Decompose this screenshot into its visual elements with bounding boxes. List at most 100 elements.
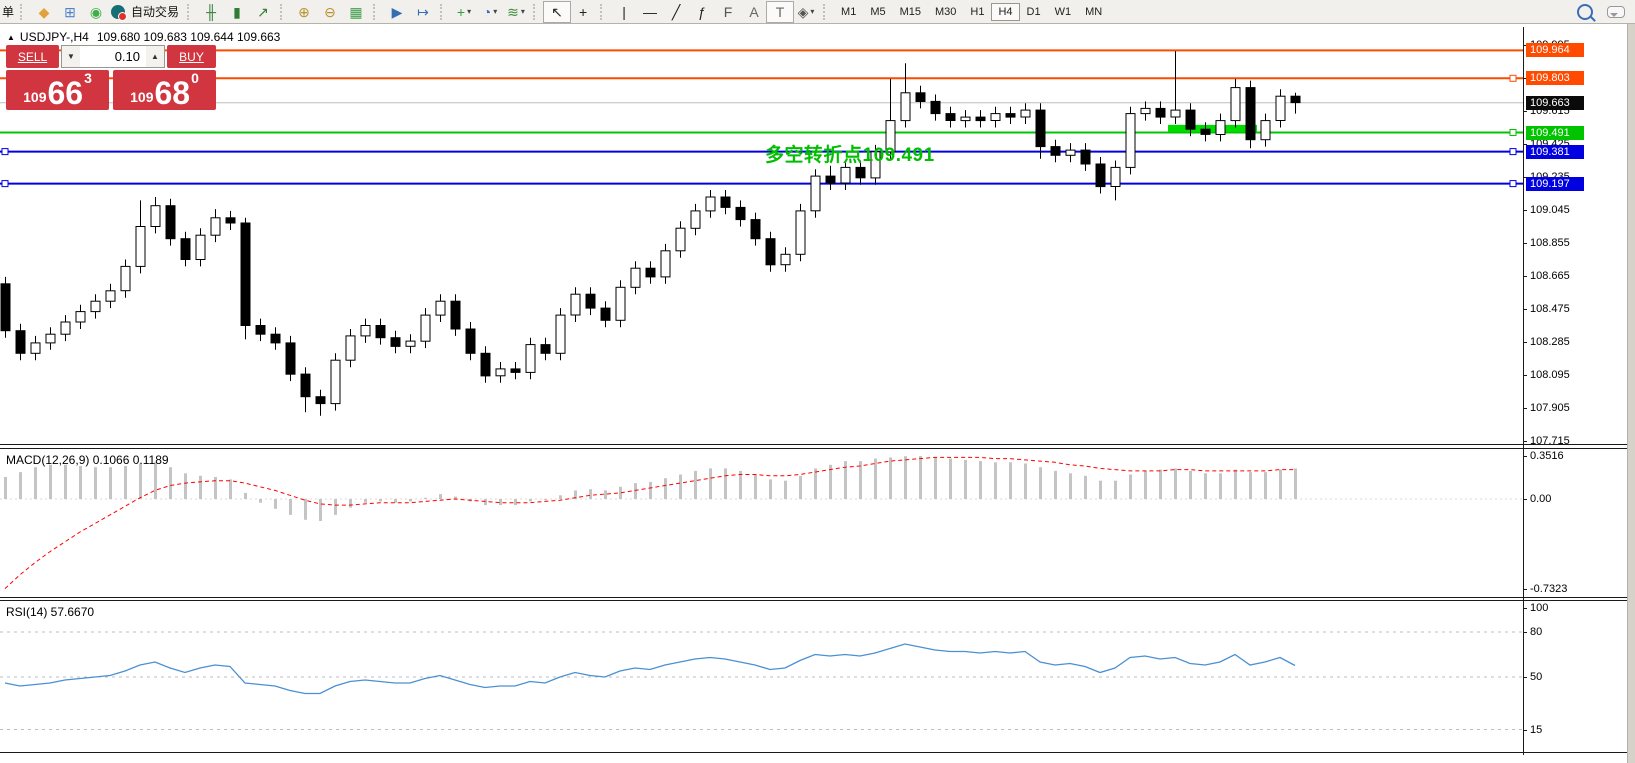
timeframe-m15[interactable]: M15: [899, 5, 921, 18]
candle: [525, 344, 536, 373]
axis-label: 107.905: [1530, 401, 1570, 414]
horizontal-line-icon[interactable]: —: [637, 2, 663, 22]
candle: [345, 335, 356, 361]
macd-histogram-bar: [1219, 473, 1222, 499]
text-icon[interactable]: A: [741, 2, 767, 22]
dropdown-arrow-icon[interactable]: ▾: [493, 6, 498, 16]
timeframe-d1[interactable]: D1: [1026, 5, 1041, 18]
toolbar-separator: [373, 3, 380, 20]
buy-price-button[interactable]: 109 68 0: [113, 70, 216, 110]
auto-scroll-icon[interactable]: ▶: [384, 2, 410, 22]
sell-price-button[interactable]: 109 66 3: [6, 70, 109, 110]
sell-price-small: 109: [23, 89, 47, 105]
grid-f-icon[interactable]: F: [715, 2, 741, 22]
bar-chart-icon[interactable]: ╫: [198, 2, 224, 22]
text-label-icon[interactable]: T: [766, 0, 795, 23]
timeframe-m5[interactable]: M5: [870, 5, 886, 18]
buy-button[interactable]: BUY: [167, 45, 216, 68]
axis-label: 108.095: [1530, 368, 1570, 381]
search-icon[interactable]: [1577, 3, 1593, 20]
dropdown-arrow-icon[interactable]: ▾: [810, 6, 815, 16]
indicators-icon[interactable]: ≋ ▾: [503, 2, 529, 22]
new-order-icon[interactable]: ◆: [31, 2, 57, 22]
macd-canvas[interactable]: [0, 448, 1523, 598]
dropdown-arrow-icon[interactable]: ▾: [520, 6, 525, 16]
timeframe-h1[interactable]: H1: [970, 5, 985, 18]
candle: [705, 196, 716, 212]
axis-tick: [1523, 677, 1527, 678]
chart-shift-icon[interactable]: ↦: [410, 2, 436, 22]
macd-histogram-bar: [979, 461, 982, 499]
line-marker[interactable]: [1509, 129, 1517, 136]
vertical-line-icon[interactable]: |: [611, 2, 637, 22]
line-marker[interactable]: [1, 148, 9, 156]
new-chart-icon[interactable]: + ▾: [451, 2, 477, 22]
expand-quote-icon[interactable]: ▲: [7, 32, 15, 42]
line-marker[interactable]: [1509, 74, 1517, 82]
cursor-icon[interactable]: ↖: [543, 0, 572, 23]
candle: [15, 330, 26, 354]
candle: [480, 352, 491, 377]
macd-histogram-bar: [124, 466, 127, 499]
candle: [630, 267, 641, 288]
volume-input[interactable]: [80, 46, 146, 67]
crosshair-icon[interactable]: +: [570, 2, 596, 22]
sell-button[interactable]: SELL: [6, 45, 59, 68]
tile-windows-icon[interactable]: ▦: [343, 2, 369, 22]
autotrading-button[interactable]: 自动交易: [109, 2, 183, 22]
highlight-segment[interactable]: [1168, 124, 1257, 132]
zoom-out-icon[interactable]: ⊖: [317, 2, 343, 22]
profiles-icon[interactable]: ◔ ▾: [477, 2, 503, 22]
chat-icon[interactable]: [1607, 5, 1625, 18]
candle: [465, 328, 476, 354]
tile-windows-icon: ▦: [349, 3, 363, 20]
timeframe-mn[interactable]: MN: [1085, 5, 1103, 18]
market-watch-icon[interactable]: ⊞: [57, 2, 83, 22]
line-marker[interactable]: [1, 180, 9, 188]
candle: [420, 314, 431, 342]
line-chart-icon[interactable]: ↗: [250, 2, 276, 22]
candle: [1170, 109, 1181, 118]
candle: [105, 290, 116, 302]
candle: [1005, 113, 1016, 118]
timeframe-m1[interactable]: M1: [841, 5, 857, 18]
timeframe-w1[interactable]: W1: [1054, 5, 1072, 18]
trendline-icon[interactable]: ╱: [663, 2, 689, 22]
macd-histogram-bar: [619, 486, 622, 499]
zoom-in-icon[interactable]: ⊕: [291, 2, 317, 22]
volume-down-arrow[interactable]: ▼: [62, 46, 80, 67]
macd-histogram-bar: [559, 495, 562, 499]
macd-histogram-bar: [394, 499, 397, 503]
timeframe-m30[interactable]: M30: [935, 5, 957, 18]
line-marker[interactable]: [1509, 180, 1517, 188]
main-chart-canvas[interactable]: [0, 27, 1523, 445]
horizontal-line-icon: —: [643, 3, 658, 20]
candle: [885, 120, 896, 153]
arrows-icon[interactable]: ◈ ▾: [793, 2, 819, 22]
text-label-icon: T: [775, 3, 785, 20]
turning-point-annotation[interactable]: 多空转折点109.491: [765, 145, 935, 166]
macd-histogram-bar: [454, 496, 457, 499]
candle: [855, 166, 866, 179]
candle: [1185, 109, 1196, 130]
price-badge: 109.803: [1526, 71, 1584, 86]
timeframe-h4[interactable]: H4: [991, 2, 1020, 21]
volume-up-arrow[interactable]: ▲: [146, 46, 164, 67]
line-marker[interactable]: [1509, 148, 1517, 156]
fibonacci-icon: ƒ: [698, 3, 706, 20]
new-order-label[interactable]: 单: [2, 5, 15, 19]
navigator-icon[interactable]: ◉: [83, 2, 109, 22]
macd-histogram-bar: [964, 459, 967, 499]
macd-histogram-bar: [604, 490, 607, 499]
candle: [660, 250, 671, 278]
macd-histogram-bar: [19, 472, 22, 499]
rsi-canvas[interactable]: [0, 600, 1523, 752]
fibonacci-icon[interactable]: ƒ: [689, 2, 715, 22]
candlestick-chart-icon[interactable]: ▮: [224, 2, 250, 22]
vertical-line-icon: |: [622, 3, 626, 20]
axis-label: 0.00: [1530, 493, 1552, 505]
candle: [255, 325, 266, 335]
zoom-out-icon: ⊖: [324, 3, 336, 20]
dropdown-arrow-icon[interactable]: ▾: [467, 6, 472, 16]
